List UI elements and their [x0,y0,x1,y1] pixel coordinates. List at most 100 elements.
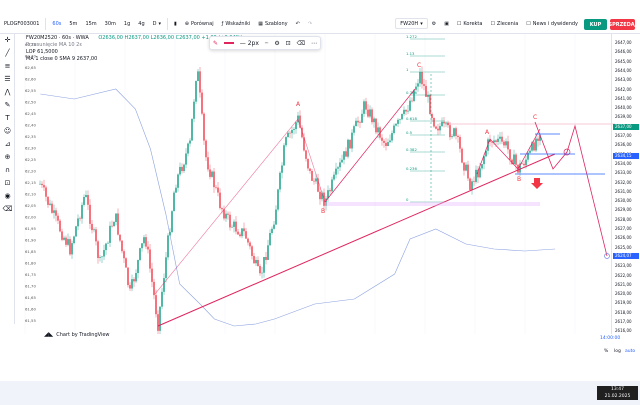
candle-body [359,122,361,123]
lock-icon[interactable]: ⊡ [4,179,11,187]
candle-body [341,159,343,163]
left-axis-label: 62,70 [25,54,36,59]
brush-icon[interactable]: ✎ [212,39,218,47]
candle-body [173,192,175,212]
line-width-button[interactable]: — 2px [239,39,259,47]
timezone-label[interactable]: 14:00:00 [600,336,621,341]
interval-30m[interactable]: 30m [104,20,116,27]
interval-1g[interactable]: 1g [123,20,131,27]
interval-60s[interactable]: 60s [52,20,62,27]
candle-body [217,187,219,193]
pattern-icon[interactable]: ⋀ [4,88,11,96]
price-axis-label: 2634,00 [615,160,632,166]
magnet-icon[interactable]: ∩ [4,166,11,174]
candle-body [441,121,443,127]
checkbox-icon: ☐ [526,20,531,27]
left-axis-label: 61,75 [25,272,36,277]
candle-body [63,237,65,240]
candle-body [389,140,391,143]
chart-type-button[interactable]: ▮ [170,14,181,34]
candle-body [501,136,503,142]
candle-body [133,279,135,282]
candle-body [531,142,533,151]
text-icon[interactable]: T [5,114,10,122]
trash-icon[interactable]: ⌫ [2,205,13,213]
candle-body [281,165,283,173]
account-select[interactable]: FW20H ▾ [395,18,428,29]
more-icon[interactable]: ⋯ [310,39,317,47]
candle-body [351,132,353,149]
korekta-toggle[interactable]: ☐ Korekta [453,14,487,34]
redo-button[interactable]: ↷ [304,14,316,34]
compare-button[interactable]: ⊕ Porównaj [181,14,218,34]
brush-icon[interactable]: ✎ [4,101,11,109]
horizontal-line-icon[interactable]: ≡ [4,62,11,70]
indicators-button[interactable]: ƒ Wskaźniki [218,14,255,34]
settings-button[interactable]: ⚙ [428,14,440,34]
interval-15m[interactable]: 15m [85,20,97,27]
candle-body [469,178,471,190]
trash-icon[interactable]: ⌫ [296,39,306,47]
tv-icon: ◢◣ [44,331,54,338]
fib-level-label: 0.236 [406,166,417,171]
candle-body [335,168,337,175]
candle-body [325,198,327,206]
symbol-label: PLOGF003001 [4,20,40,27]
news-toggle[interactable]: ☐ News i dywidendy [522,14,582,34]
eye-icon[interactable]: ◉ [4,192,11,200]
percent-toggle[interactable]: % [604,349,609,354]
candle-body [321,192,323,200]
candle-body [111,225,113,227]
layouts-button[interactable]: ▦ Szablony [254,14,291,34]
candle-body [277,189,279,210]
undo-button[interactable]: ↶ [292,14,304,34]
price-axis-label: 2616,00 [615,328,632,334]
line-color-swatch[interactable] [223,42,234,44]
candle-body [361,113,363,123]
symbol-search[interactable]: PLOGF003001 [0,14,43,34]
tradingview-logo[interactable]: ◢◣ Chart by TradingView [44,331,110,338]
interval-4g[interactable]: 4g [138,20,145,27]
camera-button[interactable]: ▣ [440,14,453,34]
down-arrow-icon [531,178,543,189]
candle-body [293,129,295,130]
line-style-icon[interactable]: ┄ [264,39,269,47]
chevron-down-icon: ▾ [158,20,161,27]
candle-body [45,187,47,197]
emoji-icon[interactable]: ☺ [3,127,12,135]
price-axis-label: 2644,00 [615,67,632,73]
candle-body [513,154,515,165]
wave-line [154,118,326,295]
wave-line [476,128,541,175]
settings-icon[interactable]: ⚙ [274,39,280,47]
buy-button[interactable]: KUP [584,19,607,30]
candle-body [337,167,339,169]
price-chart[interactable]: 1.272 1.13 1 0.786 0.618 0.5 0.382 0.236 0 A B C… [15,34,615,334]
left-axis-label: 61,85 [25,249,36,254]
crosshair-icon[interactable]: ✛ [4,36,11,44]
candle-body [295,122,297,130]
candle-body [437,128,439,131]
trendline-icon[interactable]: ╱ [5,49,10,57]
auto-toggle[interactable]: auto [625,349,636,354]
wave-label-A2: A [485,129,490,136]
candle-body [199,71,201,93]
interval-D[interactable]: D ▾ [149,14,165,34]
candle-body [87,194,89,205]
fib-icon[interactable]: ☰ [4,75,11,83]
ruler-icon[interactable]: ⊿ [4,140,11,148]
candle-body [313,180,315,182]
left-axis-label: 61,65 [25,295,36,300]
candle-body [39,183,41,185]
log-toggle[interactable]: log [614,349,621,354]
zoom-icon[interactable]: ⊕ [4,153,11,161]
interval-5m[interactable]: 5m [69,20,78,27]
candle-body [343,151,345,160]
candle-body [461,148,463,163]
sell-button[interactable]: SPRZEDAJ [608,19,637,30]
candle-body [301,127,303,138]
zlecenia-toggle[interactable]: ☐ Zlecenia [486,14,522,34]
candle-body [397,119,399,124]
candle-body [83,196,85,205]
lock-icon[interactable]: ⊡ [285,39,291,47]
